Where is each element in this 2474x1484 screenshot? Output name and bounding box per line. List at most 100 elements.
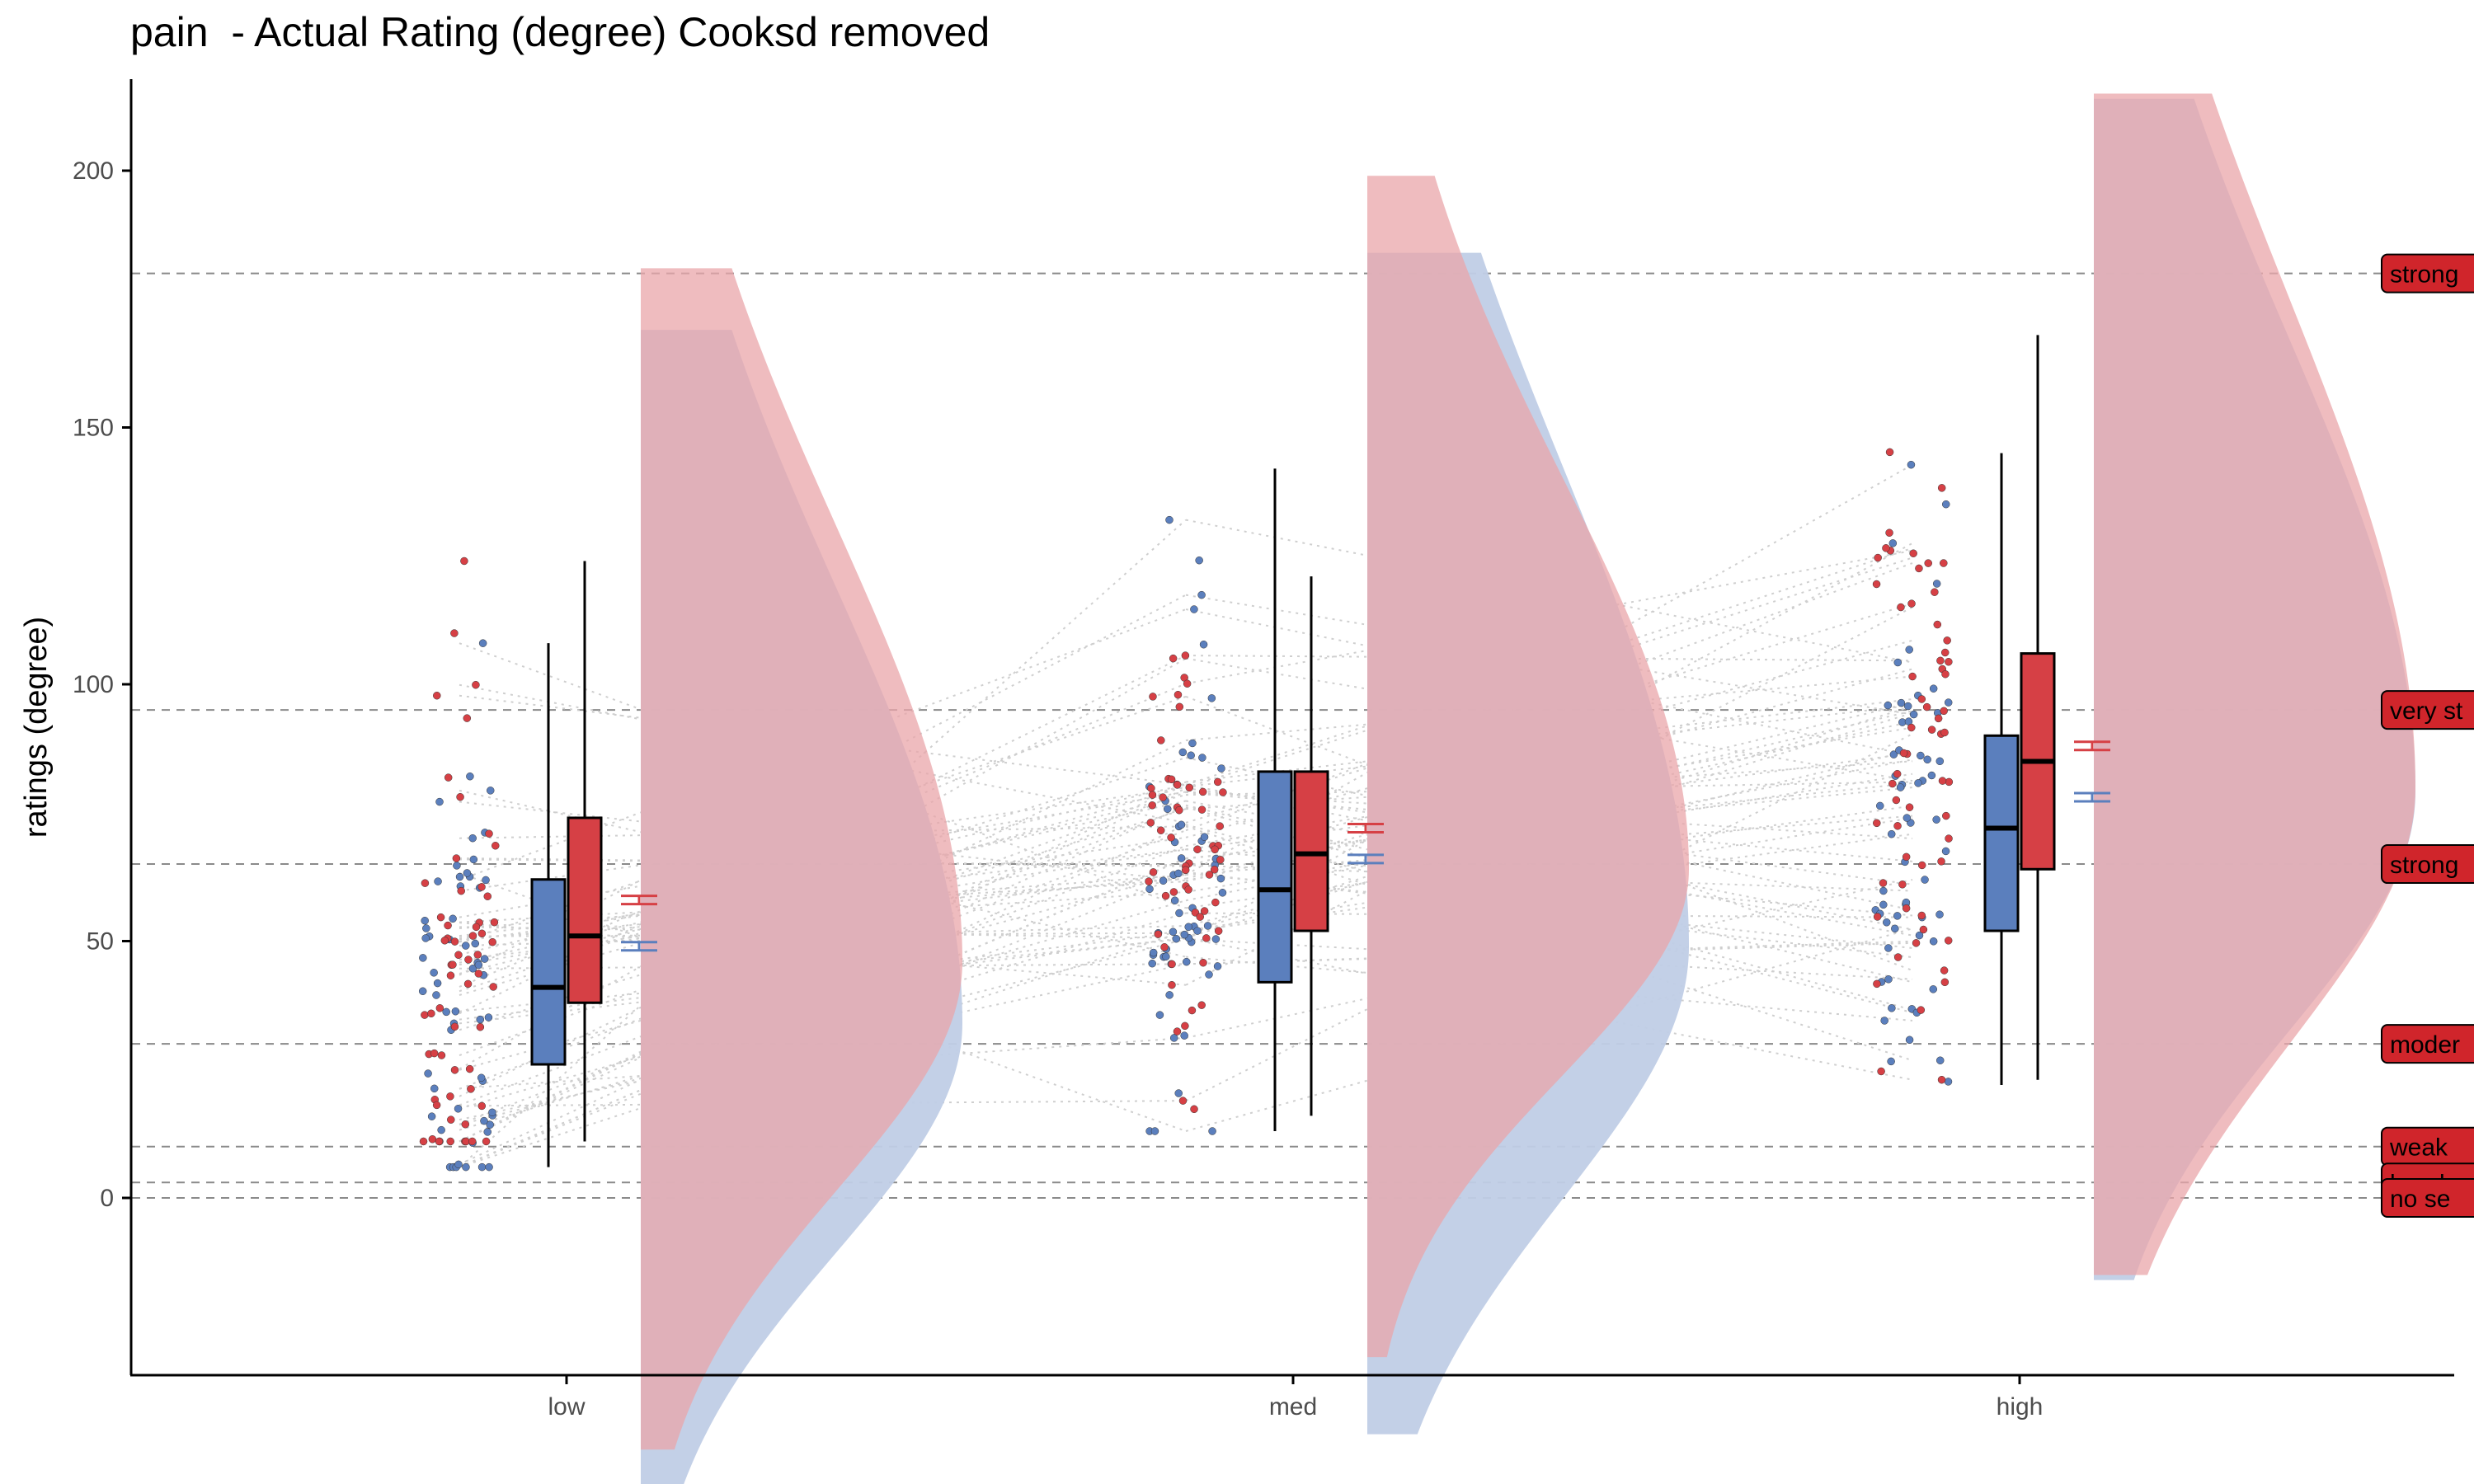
paired-line [459,938,1187,1126]
data-point [1924,559,1932,567]
data-point [435,1137,444,1146]
data-point [474,970,483,978]
data-point [1218,889,1227,897]
data-point [1887,1057,1895,1066]
paired-line [1185,608,1913,757]
data-point [1893,658,1903,667]
data-point [1157,736,1165,744]
data-point [1187,751,1195,760]
paired-line [1185,758,1913,902]
data-point [450,629,459,637]
data-point [1161,891,1170,900]
paired-line [1185,655,1913,662]
data-point [466,772,474,781]
density-cloud [2094,93,2415,1275]
data-point [1875,801,1884,810]
reference-label-text: weak [2389,1134,2448,1162]
data-point [1927,771,1936,780]
data-point [462,942,470,950]
data-point [1882,544,1890,552]
data-point [454,1160,463,1169]
paired-line [459,930,1187,1168]
paired-line [459,519,1187,1168]
data-point [1905,1036,1914,1045]
data-point [1211,845,1219,854]
data-point [453,862,461,870]
data-point [1178,1097,1188,1105]
data-point [1197,1001,1206,1009]
data-point [421,879,430,887]
data-point [450,937,459,946]
data-point [1885,528,1893,538]
data-point [1181,651,1190,660]
data-point [454,1105,463,1113]
y-tick-label: 200 [73,157,114,185]
data-point [1934,714,1943,723]
data-point [1932,815,1940,824]
density-clouds [641,93,2415,1484]
data-point [442,1007,450,1017]
data-point [1929,684,1938,693]
data-point [489,983,497,991]
data-point [1893,822,1902,830]
data-point [419,1137,428,1146]
data-point [1896,783,1905,791]
data-point [1154,930,1163,938]
data-point [488,937,496,946]
data-point [455,872,464,881]
data-point [1892,796,1901,805]
data-point [1941,847,1950,856]
data-point [424,1069,432,1078]
data-point [477,929,487,938]
y-tick-label: 150 [73,415,114,442]
reference-label-box [2381,1024,2474,1064]
data-point [1193,927,1202,935]
paired-line [459,781,1187,1143]
data-point [1208,1127,1216,1135]
data-point [1907,599,1916,608]
paired-line [1185,937,1913,1081]
data-point [1180,1031,1188,1040]
data-point [1169,928,1178,936]
data-point [1197,590,1206,599]
data-point [482,876,490,885]
data-point [1873,913,1882,921]
data-point [1935,1056,1945,1064]
paired-line [1185,783,1913,931]
data-point [430,969,438,977]
data-point [427,1009,435,1018]
reference-label-text: no se [2390,1186,2450,1213]
data-point [427,1112,436,1120]
data-point [450,1022,459,1031]
data-point [477,883,486,891]
data-point [421,1011,429,1019]
data-point [468,932,477,940]
data-point [1190,1105,1198,1114]
data-point [492,842,500,850]
data-point [1945,657,1953,666]
data-point [433,691,441,700]
data-point [477,1101,487,1111]
reference-label-box [2381,253,2474,294]
data-point [1921,876,1929,884]
data-point [1893,912,1902,920]
data-point [1148,801,1156,810]
data-point [1219,788,1227,796]
reference-label: moder [2381,1024,2474,1064]
data-point [1909,549,1917,557]
data-point [1907,723,1916,732]
data-point [1172,934,1181,943]
data-point [1169,654,1178,663]
data-point [486,787,495,795]
data-point [1159,876,1168,885]
data-point [1145,877,1153,885]
data-point [1941,500,1950,509]
data-point [1902,904,1911,913]
paired-line [1185,733,1913,1102]
data-point [476,1022,485,1031]
boxplots [530,335,2056,1167]
data-point [1174,1089,1183,1097]
data-point [1175,805,1183,815]
data-point [1167,834,1175,842]
